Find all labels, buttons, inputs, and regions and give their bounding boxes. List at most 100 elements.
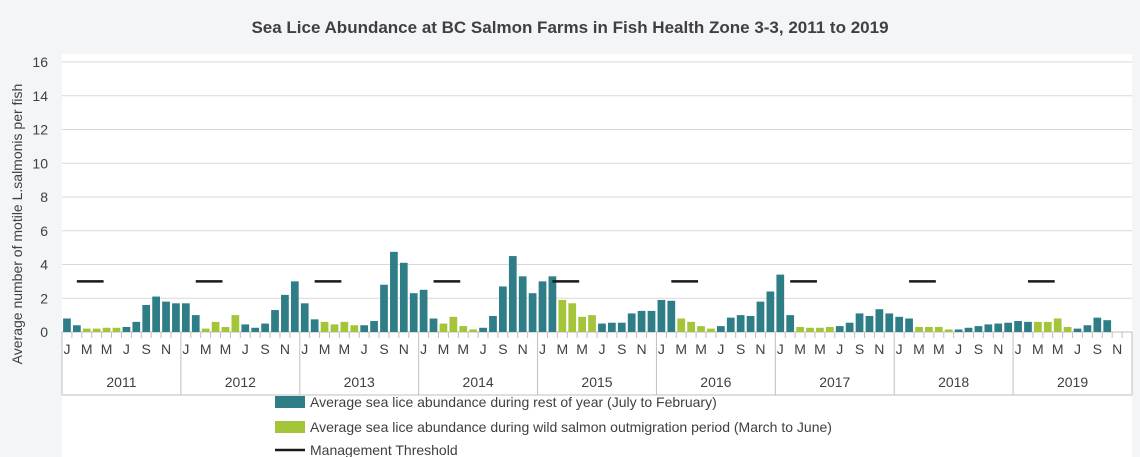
bar-rest-of-year	[835, 326, 844, 332]
bar-rest-of-year	[954, 329, 963, 332]
legend: Average sea lice abundance during rest o…	[275, 394, 832, 457]
month-tick-label: M	[675, 341, 687, 357]
bar-rest-of-year	[776, 274, 785, 332]
month-tick-label: J	[1074, 341, 1081, 357]
month-tick-label: J	[420, 341, 427, 357]
bar-outmigration	[707, 328, 715, 332]
year-label: 2016	[700, 374, 731, 390]
bar-outmigration	[340, 321, 349, 332]
month-tick-label: J	[896, 341, 903, 357]
y-tick-label: 12	[32, 122, 48, 138]
bar-rest-of-year	[756, 301, 765, 332]
bar-outmigration	[211, 321, 220, 332]
bar-outmigration	[330, 324, 339, 332]
bar-rest-of-year	[726, 317, 735, 332]
month-tick-label: S	[379, 341, 388, 357]
month-tick-label: M	[1032, 341, 1044, 357]
bar-rest-of-year	[518, 276, 527, 332]
month-tick-label: S	[260, 341, 269, 357]
y-tick-label: 14	[32, 88, 48, 104]
y-axis-label: Average number of motile L.salmonis per …	[9, 84, 25, 365]
bar-rest-of-year	[716, 326, 725, 332]
bar-rest-of-year	[152, 296, 160, 332]
month-tick-label: J	[1015, 341, 1022, 357]
bar-rest-of-year	[63, 318, 71, 332]
plot-background	[62, 54, 1132, 457]
bar-rest-of-year	[261, 323, 269, 332]
month-tick-label: N	[518, 341, 528, 357]
bar-rest-of-year	[310, 319, 319, 332]
month-tick-label: M	[220, 341, 232, 357]
month-tick-label: J	[658, 341, 665, 357]
month-tick-label: J	[539, 341, 546, 357]
bar-rest-of-year	[905, 318, 913, 332]
month-tick-label: S	[1093, 341, 1102, 357]
bar-rest-of-year	[419, 289, 428, 332]
month-tick-label: S	[617, 341, 626, 357]
month-tick-label: M	[814, 341, 826, 357]
month-tick-label: N	[755, 341, 765, 357]
bar-outmigration	[449, 316, 458, 332]
bar-rest-of-year	[181, 303, 190, 332]
y-tick-labels: 0 2 4 6 8 10 12 14 16	[32, 54, 48, 340]
bar-rest-of-year	[647, 310, 656, 332]
year-label: 2015	[581, 374, 612, 390]
bar-rest-of-year	[1024, 321, 1032, 332]
bar-outmigration	[677, 318, 686, 332]
y-tick-label: 0	[40, 324, 48, 340]
bar-rest-of-year	[1014, 321, 1022, 332]
bar-rest-of-year	[380, 284, 388, 332]
bar-outmigration	[112, 327, 121, 332]
month-tick-label: M	[556, 341, 568, 357]
bar-rest-of-year	[766, 291, 775, 332]
month-tick-label: N	[161, 341, 171, 357]
bar-outmigration	[1043, 321, 1052, 332]
bar-outmigration	[1034, 321, 1042, 332]
bar-rest-of-year	[736, 315, 745, 332]
bar-outmigration	[588, 315, 596, 332]
bar-outmigration	[915, 326, 923, 332]
month-tick-label: M	[794, 341, 806, 357]
month-tick-label: J	[836, 341, 843, 357]
year-label: 2018	[938, 374, 969, 390]
month-tick-label: J	[63, 341, 70, 357]
month-tick-label: M	[576, 341, 588, 357]
month-tick-label: S	[736, 341, 745, 357]
bar-rest-of-year	[746, 315, 755, 332]
bars	[63, 251, 1112, 332]
month-tick-label: J	[717, 341, 724, 357]
bar-rest-of-year	[885, 313, 894, 332]
month-tick-label: S	[498, 341, 507, 357]
bar-rest-of-year	[399, 262, 408, 332]
month-tick-label: J	[598, 341, 605, 357]
legend-label-rest-of-year: Average sea lice abundance during rest o…	[310, 394, 717, 410]
month-tick-label: J	[955, 341, 962, 357]
bar-rest-of-year	[895, 316, 904, 332]
bar-rest-of-year	[548, 276, 557, 332]
month-tick-label: N	[280, 341, 290, 357]
y-tick-label: 8	[40, 189, 48, 205]
month-tick-label: M	[695, 341, 707, 357]
bar-rest-of-year	[360, 325, 369, 332]
bar-rest-of-year	[132, 321, 141, 332]
bar-rest-of-year	[786, 315, 795, 332]
bar-rest-of-year	[390, 251, 398, 332]
year-label: 2019	[1057, 374, 1088, 390]
month-tick-label: N	[637, 341, 647, 357]
bar-outmigration	[558, 299, 567, 332]
bar-rest-of-year	[479, 327, 487, 332]
bar-rest-of-year	[122, 326, 131, 332]
bar-rest-of-year	[142, 305, 151, 332]
bar-rest-of-year	[974, 326, 983, 332]
legend-label-threshold: Management Threshold	[310, 442, 458, 457]
month-tick-label: N	[874, 341, 884, 357]
bar-rest-of-year	[538, 281, 547, 332]
y-tick-label: 10	[32, 155, 48, 171]
bar-rest-of-year	[241, 324, 250, 332]
bar-rest-of-year	[865, 315, 874, 332]
bar-rest-of-year	[994, 323, 1003, 332]
bar-outmigration	[82, 328, 91, 332]
bar-rest-of-year	[657, 299, 666, 332]
bar-rest-of-year	[508, 256, 517, 332]
